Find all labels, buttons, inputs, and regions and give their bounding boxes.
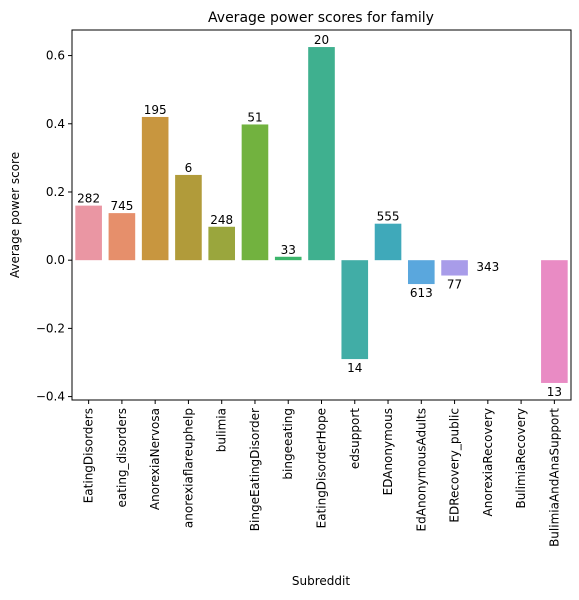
bar-EatingDisorders [75,205,102,261]
x-tick-label: EDRecovery_public [448,408,462,523]
data-labels: 282 745 195 6 248 51 33 20 14 555 613 77 343 13 [77,33,562,399]
x-tick-label: AnorexiaNervosa [148,408,162,510]
data-label: 13 [547,385,562,399]
x-tick-label: EatingDisorders [82,408,96,503]
data-label: 343 [476,260,499,274]
data-label: 248 [210,213,233,227]
y-tick-label: 0.6 [46,49,65,63]
bar-AnorexiaNervosa [141,116,169,261]
bar-bulimia [208,226,236,261]
x-tick-label: eating_disorders [115,408,129,507]
x-tick-label: EdAnonymousAdults [414,408,428,531]
data-label: 282 [77,192,100,206]
data-label: 14 [347,361,362,375]
data-label: 20 [314,33,329,47]
data-label: 51 [247,110,262,124]
y-tick-label: 0.2 [46,185,65,199]
bar-bingeeating [274,256,302,261]
bars [75,47,568,383]
bar-EDAnonymous [374,223,402,261]
x-tick-label: EDAnonymous [381,408,395,495]
bar-edsupport [341,260,369,360]
bar-EdAnonymousAdults [407,260,435,285]
bar-BulimiaAndAnaSupport [541,260,568,383]
bar-EatingDisorderHope [308,47,335,261]
bar-EDRecovery_public [441,260,468,276]
x-axis-label: Subreddit [292,574,350,588]
bar-eating_disorders [108,213,136,261]
y-tick-label: −0.4 [36,390,65,404]
y-axis-ticks: −0.4 −0.2 0.0 0.2 0.4 0.6 [36,49,72,404]
y-tick-label: 0.0 [46,253,65,267]
data-label: 77 [447,278,462,292]
y-axis-label: Average power score [8,152,22,278]
x-tick-label: BulimiaAndAnaSupport [547,408,561,547]
data-label: 555 [377,210,400,224]
x-tick-label: edsupport [348,408,362,469]
x-tick-label: AnorexiaRecovery [481,408,495,516]
bar-anorexiaflareuphelp [175,174,202,261]
x-axis-ticks: EatingDisorders eating_disorders AnorexiaN… [82,400,561,547]
x-tick-label: bulimia [215,408,229,452]
x-tick-label: BingeEatingDisorder [248,408,262,531]
data-label: 6 [185,161,193,175]
x-tick-label: EatingDisorderHope [315,408,329,528]
y-tick-label: 0.4 [46,117,65,131]
data-label: 613 [410,286,433,300]
x-tick-label: BulimiaRecovery [514,408,528,509]
y-tick-label: −0.2 [36,321,65,335]
chart-title: Average power scores for family [208,10,434,26]
x-tick-label: bingeeating [281,408,295,480]
data-label: 33 [281,243,296,257]
bar-BingeEatingDisorder [241,124,269,261]
x-tick-label: anorexiaflareuphelp [181,408,195,528]
data-label: 745 [110,199,133,213]
plot-frame [71,29,572,401]
data-label: 195 [144,103,167,117]
